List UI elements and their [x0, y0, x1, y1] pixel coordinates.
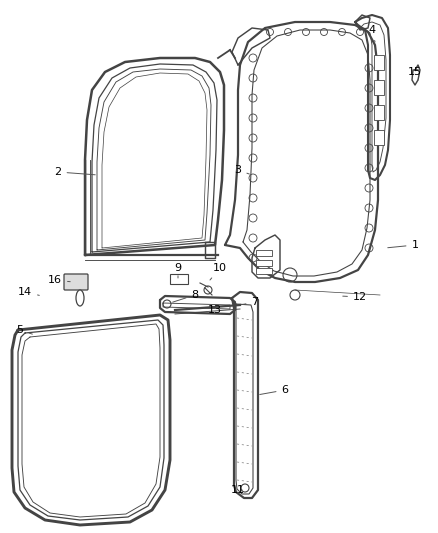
Text: 10: 10 [210, 263, 227, 280]
Text: 15: 15 [408, 67, 422, 80]
Text: 5: 5 [17, 325, 32, 335]
FancyBboxPatch shape [64, 274, 88, 290]
Text: 6: 6 [260, 385, 289, 395]
Bar [374, 105, 384, 120]
Bar [374, 55, 384, 70]
Text: 2: 2 [54, 167, 95, 177]
Text: 8: 8 [173, 290, 198, 302]
Text: 4: 4 [368, 25, 375, 42]
Text: 7: 7 [243, 297, 258, 307]
Bar [374, 130, 384, 145]
Text: 9: 9 [174, 263, 182, 278]
Text: 3: 3 [234, 165, 249, 175]
Text: 1: 1 [388, 240, 418, 250]
Bar [256, 260, 272, 266]
Text: 14: 14 [18, 287, 39, 297]
Bar [170, 274, 188, 284]
Bar [374, 80, 384, 95]
Text: 12: 12 [343, 292, 367, 302]
Text: 16: 16 [48, 275, 70, 285]
Text: 13: 13 [208, 305, 222, 315]
Bar [256, 250, 272, 256]
Ellipse shape [76, 290, 84, 306]
Text: 11: 11 [231, 485, 245, 495]
Bar [256, 268, 272, 274]
